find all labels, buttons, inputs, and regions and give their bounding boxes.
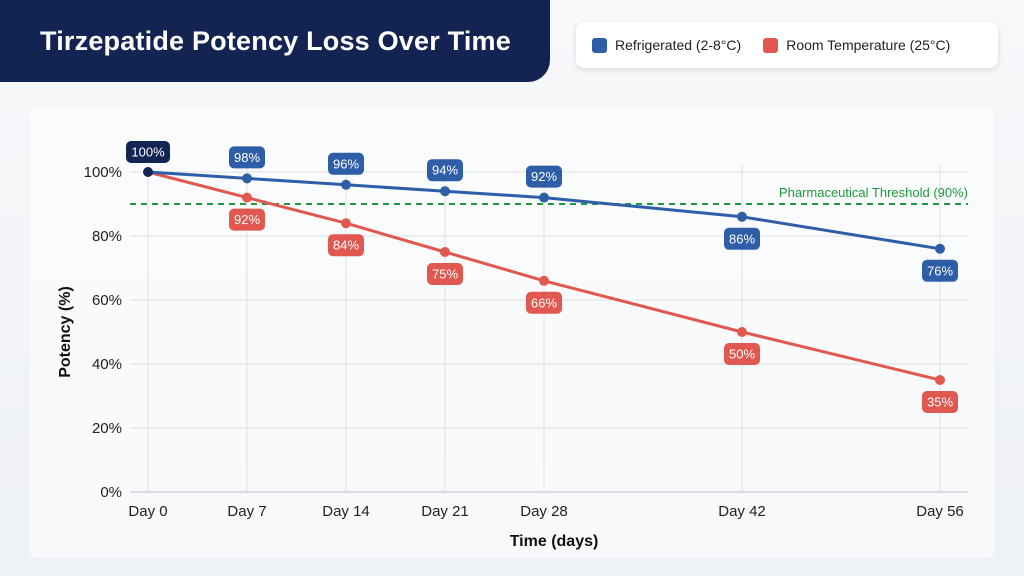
data-label-room-temperature-text: 75% — [432, 267, 458, 282]
data-label-room-temperature-bg — [427, 263, 463, 285]
y-tick-label: 0% — [100, 484, 122, 501]
data-label-refrigerated: 76% — [922, 259, 958, 282]
data-label-refrigerated: 86% — [724, 227, 760, 250]
data-label-room-temperature: 92% — [229, 208, 265, 231]
data-point-refrigerated — [440, 186, 450, 197]
x-axis-title: Time (days) — [510, 533, 599, 550]
y-tick-label: 60% — [92, 292, 122, 309]
data-label-room-temperature-bg — [526, 291, 562, 314]
data-point-refrigerated — [539, 192, 549, 203]
data-label-refrigerated: 96% — [328, 152, 364, 175]
data-label-room-temperature-text: 92% — [234, 212, 260, 227]
data-point-room-temperature — [539, 275, 549, 286]
data-label-refrigerated-text: 76% — [927, 263, 953, 278]
y-tick-label: 20% — [92, 420, 122, 437]
chart-title: Tirzepatide Potency Loss Over Time — [40, 25, 511, 56]
legend-swatch-room-temperature — [763, 37, 779, 53]
legend-label-room-temperature: Room Temperature (25°C) — [786, 37, 951, 53]
data-label-refrigerated-text: 94% — [432, 163, 458, 178]
data-label-refrigerated-bg — [328, 152, 364, 175]
data-point-refrigerated — [242, 173, 252, 184]
y-tick-label: 40% — [92, 356, 122, 373]
x-tick-label: Day 7 — [227, 503, 266, 520]
data-label-start-bg — [126, 141, 170, 163]
data-label-room-temperature: 66% — [526, 291, 562, 314]
x-tick-label: Day 0 — [128, 503, 167, 520]
threshold-label: Pharmaceutical Threshold (90%) — [779, 185, 968, 200]
data-label-refrigerated-bg — [526, 165, 562, 188]
axes: 0% 20% 40% 60% 80% 100% Day 0 Day 7 Day 14 Day 21… — [57, 164, 964, 550]
data-label-refrigerated-bg — [922, 259, 958, 282]
data-label-room-temperature-bg — [724, 343, 760, 365]
data-label-refrigerated: 94% — [427, 159, 463, 182]
data-label-refrigerated: 98% — [229, 146, 265, 169]
x-tick-label: Day 14 — [322, 503, 370, 520]
data-label-refrigerated: 92% — [526, 165, 562, 188]
legend-item-refrigerated: Refrigerated (2-8°C) — [592, 37, 741, 53]
data-labels: 100% 98% 96% 94% 92% 86% 76% 92% 84% 75% 66% 50% 35% — [126, 141, 958, 413]
data-label-start: 100% — [126, 141, 170, 163]
legend: Refrigerated (2-8°C) Room Temperature (2… — [576, 22, 998, 68]
series-group — [143, 167, 945, 385]
data-label-refrigerated-bg — [229, 146, 265, 169]
data-point-refrigerated — [737, 211, 747, 222]
data-point-room-temperature — [440, 247, 450, 257]
data-label-room-temperature: 35% — [922, 391, 958, 413]
x-tick-label: Day 28 — [520, 503, 568, 520]
data-point-room-temperature — [935, 375, 945, 385]
data-label-room-temperature-text: 35% — [927, 395, 953, 410]
legend-swatch-refrigerated — [592, 37, 607, 53]
y-axis-title: Potency (%) — [57, 286, 74, 378]
data-label-room-temperature-bg — [922, 391, 958, 413]
data-point-room-temperature — [341, 218, 351, 229]
data-label-start-text: 100% — [131, 145, 165, 160]
data-label-refrigerated-text: 96% — [333, 156, 359, 171]
data-label-room-temperature: 84% — [328, 234, 364, 257]
data-label-refrigerated-text: 98% — [234, 150, 260, 165]
data-label-room-temperature-text: 50% — [729, 347, 755, 362]
data-label-room-temperature-text: 84% — [333, 238, 359, 253]
data-label-room-temperature-bg — [328, 234, 364, 257]
x-tick-label: Day 42 — [718, 503, 766, 520]
data-point-start — [143, 167, 153, 177]
y-tick-label: 100% — [84, 164, 122, 181]
legend-label-refrigerated: Refrigerated (2-8°C) — [615, 37, 742, 53]
title-banner: Tirzepatide Potency Loss Over Time — [0, 0, 550, 82]
data-label-refrigerated-text: 86% — [729, 231, 755, 246]
data-label-room-temperature-bg — [229, 208, 265, 231]
data-point-room-temperature — [737, 327, 747, 337]
y-tick-label: 80% — [92, 228, 122, 245]
data-point-room-temperature — [242, 192, 252, 203]
threshold-group: Pharmaceutical Threshold (90%) — [130, 185, 968, 205]
data-label-room-temperature: 50% — [724, 343, 760, 365]
data-label-refrigerated-bg — [427, 159, 463, 182]
data-label-refrigerated-text: 92% — [531, 169, 557, 184]
data-label-room-temperature: 75% — [427, 263, 463, 285]
data-label-room-temperature-text: 66% — [531, 295, 557, 310]
data-label-refrigerated-bg — [724, 227, 760, 250]
data-point-refrigerated — [341, 179, 351, 190]
data-point-refrigerated — [935, 243, 945, 254]
legend-item-room-temperature: Room Temperature (25°C) — [763, 37, 950, 53]
x-tick-label: Day 21 — [421, 503, 469, 520]
x-tick-label: Day 56 — [916, 503, 964, 520]
